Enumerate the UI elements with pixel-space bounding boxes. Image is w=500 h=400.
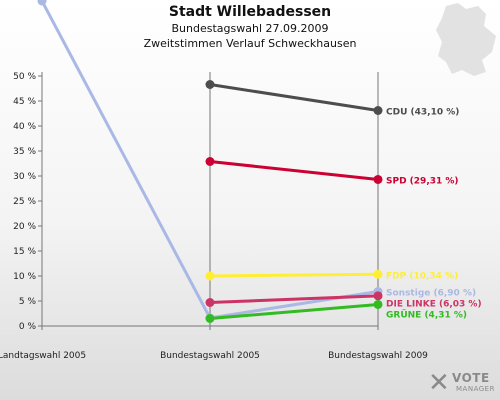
data-point-cdu [205, 80, 215, 89]
logo-word-manager: MANAGER [456, 385, 495, 393]
data-point-die-linke [205, 298, 215, 307]
series-end-label-gr-ne: GRÜNE (4,31 %) [386, 310, 467, 321]
data-point-gr-ne [205, 314, 215, 323]
series-end-label-cdu: CDU (43,10 %) [386, 108, 459, 118]
series-line-die-linke [209, 294, 379, 304]
y-tick-label: 45 % [13, 97, 36, 107]
ballot-x-icon: ✕ [428, 368, 450, 398]
data-point-sonstige [37, 0, 47, 6]
series-line-fdp [209, 272, 379, 278]
series-end-label-die-linke: DIE LINKE (6,03 %) [386, 300, 482, 310]
germany-map-icon [436, 3, 496, 76]
vote-manager-logo: ✕ VOTE MANAGER [428, 368, 498, 398]
data-point-die-linke [373, 291, 383, 301]
chart-subtitle-2: Zweitstimmen Verlauf Schweckhausen [143, 37, 357, 50]
data-point-gr-ne [373, 299, 383, 309]
data-point-spd [373, 174, 383, 184]
series-end-label-sonstige: Sonstige (6,90 %) [386, 289, 476, 299]
y-tick-label: 20 % [13, 222, 36, 232]
y-tick-label: 25 % [13, 197, 36, 207]
x-tick-label: Bundestagswahl 2009 [328, 351, 428, 361]
chart-title: Stadt Willebadessen [168, 4, 332, 20]
series-line-spd [209, 160, 379, 181]
y-tick-label: 0 % [19, 322, 37, 332]
series-line-cdu [209, 83, 379, 112]
y-tick-label: 10 % [13, 272, 36, 282]
data-point-spd [205, 157, 215, 166]
x-tick-label: Landtagswahl 2005 [0, 351, 86, 361]
y-tick-label: 30 % [13, 172, 36, 182]
y-tick-label: 50 % [13, 72, 36, 82]
chart-subtitle: Bundestagswahl 27.09.2009 [171, 22, 329, 35]
y-tick-label: 15 % [13, 247, 36, 257]
y-tick-label: 5 % [19, 297, 37, 307]
y-tick-label: 35 % [13, 147, 36, 157]
y-tick-label: 40 % [13, 122, 36, 132]
data-point-fdp [205, 271, 215, 281]
data-point-fdp [373, 269, 383, 279]
series-end-label-fdp: FDP (10,34 %) [386, 271, 458, 281]
series-line-gr-ne [209, 302, 379, 320]
logo-word-vote: VOTE [452, 371, 490, 385]
x-tick-label: Bundestagswahl 2005 [160, 351, 260, 361]
series-end-label-spd: SPD (29,31 %) [386, 176, 459, 186]
data-point-cdu [373, 106, 383, 115]
